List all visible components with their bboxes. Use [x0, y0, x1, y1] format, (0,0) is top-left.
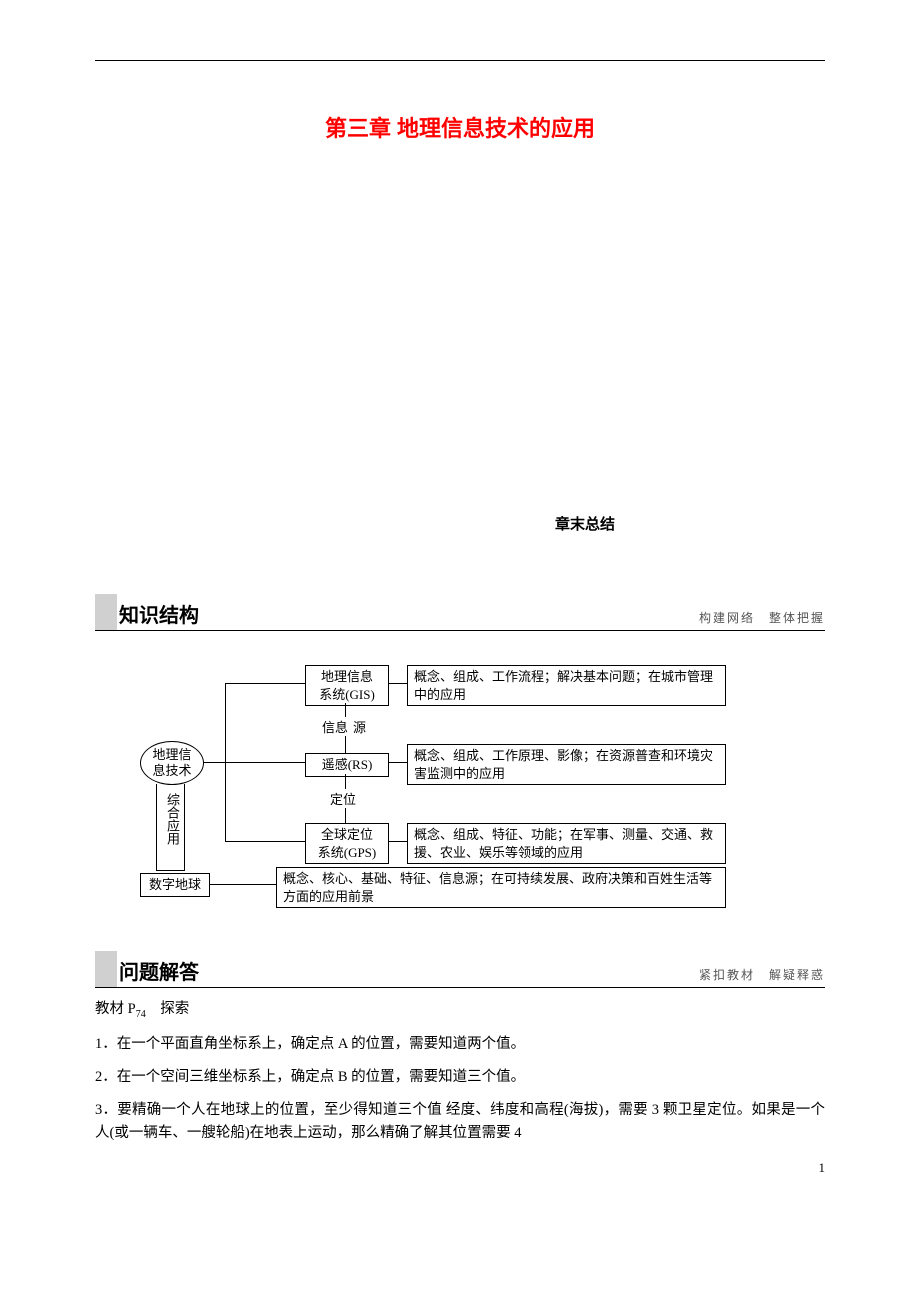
node-gps-label: 全球定位 系统(GPS): [318, 827, 377, 860]
qa-p0-a: 教材 P: [95, 1001, 136, 1017]
node-digital-earth-label: 数字地球: [149, 877, 201, 892]
label-info-source-2: 源: [351, 717, 368, 736]
page-number: 1: [819, 1160, 826, 1176]
qa-p0-b: 探索: [146, 1001, 190, 1017]
hline-gis-desc: [389, 683, 407, 684]
vline-integrated-left: [156, 784, 157, 870]
qa-p0-sub: 74: [136, 1009, 146, 1020]
desc-gis-text: 概念、组成、工作流程；解决基本问题；在城市管理中的应用: [414, 669, 713, 702]
section-title-structure: 知识结构: [117, 599, 205, 630]
section-header-qa: 问题解答 紧扣教材 解疑释惑: [95, 951, 825, 988]
vline-integrated-right: [184, 784, 185, 870]
hline-integrated-bottom: [156, 870, 185, 871]
section-header-structure: 知识结构 构建网络 整体把握: [95, 594, 825, 631]
desc-gps: 概念、组成、特征、功能；在军事、测量、交通、救援、农业、娱乐等领域的应用: [407, 823, 726, 864]
section-caption-qa: 紧扣教材 解疑释惑: [699, 966, 825, 987]
node-root-label: 地理信 息技术: [152, 747, 191, 778]
desc-rs-text: 概念、组成、工作原理、影像；在资源普查和环境灾害监测中的应用: [414, 748, 713, 781]
desc-gis: 概念、组成、工作流程；解决基本问题；在城市管理中的应用: [407, 665, 726, 706]
hline-root-out: [203, 762, 225, 763]
label-integrated: 综合应用: [163, 793, 182, 845]
node-gis-label: 地理信息 系统(GIS): [319, 669, 375, 702]
desc-gps-text: 概念、组成、特征、功能；在军事、测量、交通、救援、农业、娱乐等领域的应用: [414, 827, 713, 860]
qa-p0: 教材 P74 探索: [95, 998, 825, 1023]
node-rs: 遥感(RS): [305, 753, 389, 777]
chapter-subtitle: 章末总结: [345, 513, 825, 534]
desc-de-text: 概念、核心、基础、特征、信息源；在可持续发展、政府决策和百姓生活等方面的应用前景: [283, 871, 712, 904]
qa-body: 教材 P74 探索 1．在一个平面直角坐标系上，确定点 A 的位置，需要知道两个…: [95, 998, 825, 1146]
node-root: 地理信 息技术: [140, 741, 204, 785]
hline-rs-desc: [389, 762, 407, 763]
node-gis: 地理信息 系统(GIS): [305, 665, 389, 706]
hline-to-gps: [225, 841, 305, 842]
qa-p2: 2．在一个空间三维坐标系上，确定点 B 的位置，需要知道三个值。: [95, 1066, 825, 1089]
label-info-source-1: 信息: [320, 717, 350, 736]
hline-de-desc: [210, 884, 276, 885]
node-gps: 全球定位 系统(GPS): [305, 823, 389, 864]
hline-to-gis: [225, 683, 305, 684]
label-positioning: 定位: [328, 789, 358, 808]
qa-p1: 1．在一个平面直角坐标系上，确定点 A 的位置，需要知道两个值。: [95, 1033, 825, 1056]
node-digital-earth: 数字地球: [140, 873, 210, 897]
section-title-qa: 问题解答: [117, 956, 205, 987]
chapter-title: 第三章 地理信息技术的应用: [95, 111, 825, 143]
top-rule: [95, 60, 825, 61]
section-tab-qa: [95, 951, 117, 987]
hline-gps-desc: [389, 841, 407, 842]
hline-to-rs: [225, 762, 305, 763]
node-rs-label: 遥感(RS): [322, 757, 373, 772]
qa-p3: 3．要精确一个人在地球上的位置，至少得知道三个值 经度、纬度和高程(海拔)，需要…: [95, 1099, 825, 1145]
desc-rs: 概念、组成、工作原理、影像；在资源普查和环境灾害监测中的应用: [407, 744, 726, 785]
knowledge-structure-diagram: 地理信 息技术 综合应用 数字地球 地理信息 系统(GIS) 遥感(RS) 全球…: [95, 661, 825, 921]
section-caption-structure: 构建网络 整体把握: [699, 609, 825, 630]
section-tab: [95, 594, 117, 630]
desc-de: 概念、核心、基础、特征、信息源；在可持续发展、政府决策和百姓生活等方面的应用前景: [276, 867, 726, 908]
